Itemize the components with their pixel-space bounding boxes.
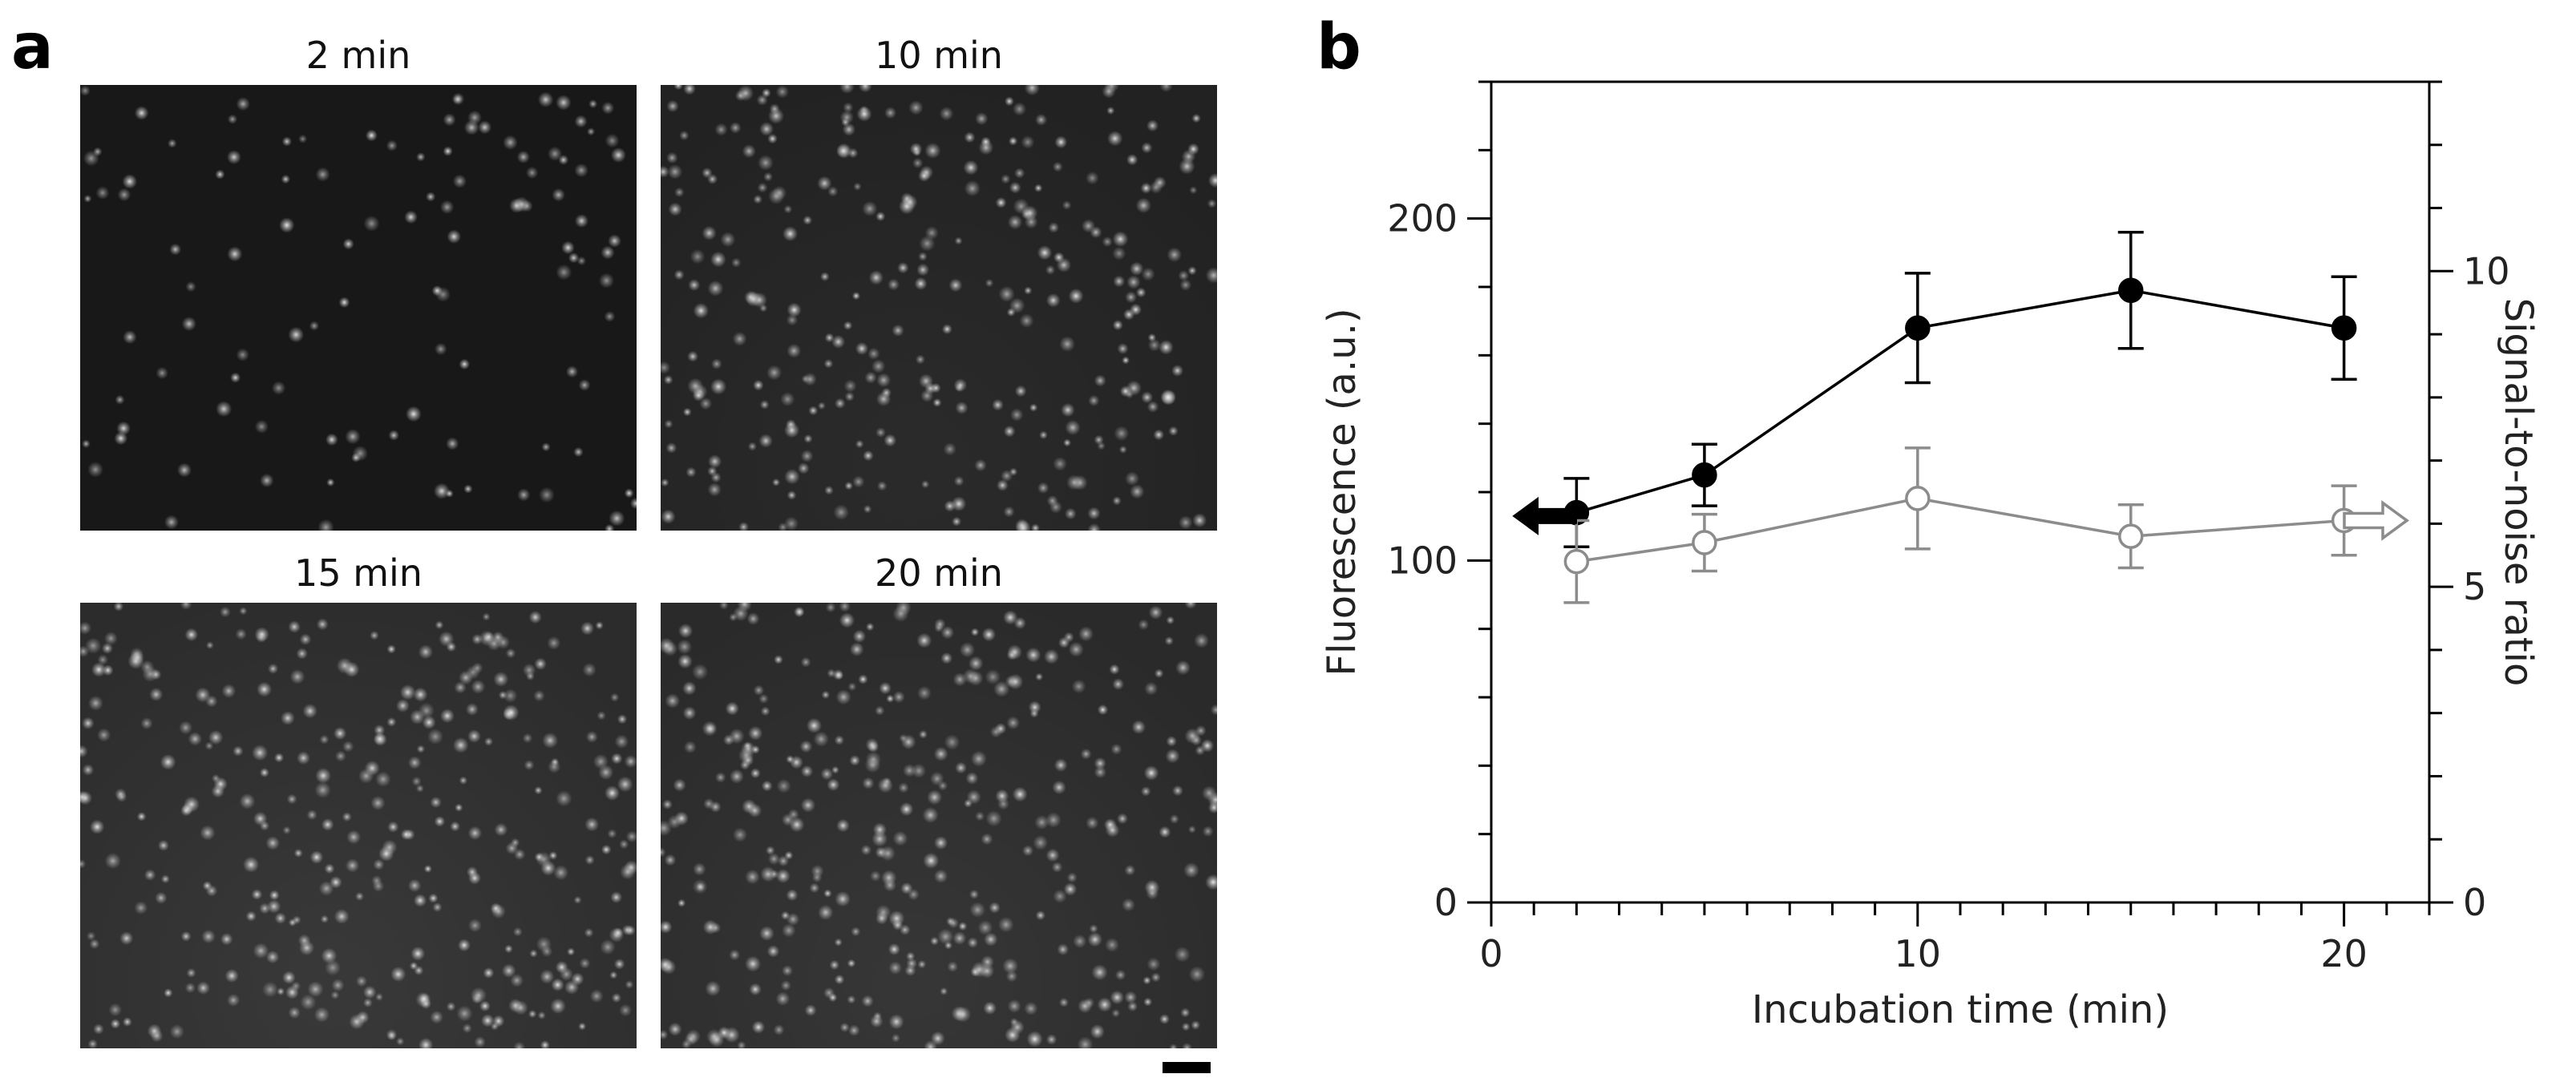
series-0-point bbox=[1692, 462, 1717, 488]
series-0-line bbox=[1575, 289, 2344, 515]
series-1-point bbox=[1563, 548, 1590, 575]
y-axis-label-right: Signal-to-noise ratio bbox=[2496, 298, 2541, 687]
image-title-10min: 10 min bbox=[875, 34, 1003, 77]
micrograph-15min bbox=[80, 603, 637, 1048]
x-tick-label: 0 bbox=[1479, 932, 1502, 975]
x-tick-label: 20 bbox=[2320, 932, 2368, 975]
x-tick-label: 10 bbox=[1895, 932, 1942, 975]
micrograph-20min bbox=[661, 603, 1217, 1048]
series-1-point bbox=[1905, 486, 1931, 511]
chart-series bbox=[1512, 230, 2409, 604]
image-title-20min: 20 min bbox=[875, 551, 1003, 595]
y-left-tick-label: 0 bbox=[1434, 881, 1458, 924]
x-axis-label: Incubation time (min) bbox=[1752, 987, 2169, 1032]
series-1-line bbox=[1576, 497, 2344, 563]
y-left-tick-label: 100 bbox=[1387, 539, 1458, 582]
series-0-point bbox=[1905, 315, 1931, 341]
scale-bar bbox=[1163, 1062, 1211, 1073]
series-1-point bbox=[2117, 523, 2144, 549]
panel-a-label: a bbox=[11, 11, 54, 83]
y-right-tick-label: 0 bbox=[2463, 881, 2486, 924]
left-axis-arrow-icon bbox=[1512, 496, 1577, 535]
image-title-15min: 15 min bbox=[294, 551, 423, 595]
y-right-tick-label: 10 bbox=[2463, 249, 2510, 293]
series-1-point bbox=[1692, 530, 1717, 555]
y-right-tick-label: 5 bbox=[2463, 565, 2486, 608]
series-0-point bbox=[2331, 315, 2357, 341]
y-left-tick-label: 200 bbox=[1387, 197, 1458, 240]
micrograph-2min bbox=[80, 85, 637, 531]
panel-b-label: b bbox=[1316, 11, 1361, 83]
y-axis-label-left: Fluorescence (a.u.) bbox=[1320, 308, 1365, 676]
series-0-point bbox=[2117, 277, 2144, 304]
right-axis-arrow-icon bbox=[2343, 499, 2409, 541]
image-title-2min: 2 min bbox=[305, 34, 411, 77]
micrograph-10min bbox=[661, 85, 1217, 531]
